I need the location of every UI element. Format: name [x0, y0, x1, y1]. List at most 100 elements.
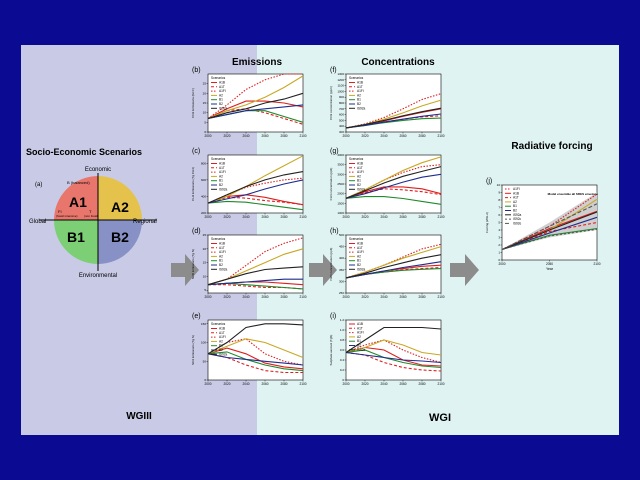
x-tick-label: 2060: [399, 295, 406, 299]
x-tick-label: 2060: [261, 382, 268, 386]
arrow-to-concentrations: [309, 254, 337, 286]
economic-label: Economic: [85, 167, 111, 173]
legend-label-a1t: A1T: [357, 326, 363, 330]
series-line-is92c: [501, 228, 598, 251]
x-tick-label: 2020: [223, 382, 230, 386]
y-tick-label: 600: [201, 178, 206, 182]
y-axis-label: N2O concentration (ppb): [329, 248, 333, 281]
wgiii-label: WGIII: [126, 411, 152, 422]
y-tick-label: 1.0: [340, 328, 345, 332]
plot-area: [345, 154, 442, 214]
series-line-is92e: [501, 203, 598, 250]
legend-label-a1fi: A1FI: [357, 250, 364, 254]
y-tick-label: 350: [339, 268, 344, 272]
x-tick-label: 2080: [418, 382, 425, 386]
y-tick-label: 10: [497, 183, 501, 187]
y-tick-label: 400: [201, 194, 206, 198]
legend-label-a1fi: A1FI: [357, 89, 364, 93]
envelope-annotation: Model ensemble all SRES envelope: [548, 192, 599, 196]
series-line-b2: [345, 173, 442, 199]
x-tick-label: 2040: [242, 382, 249, 386]
series-line-a1t: [208, 284, 304, 290]
series-line-b2: [207, 278, 303, 286]
legend-label-b2: B2: [357, 263, 361, 267]
legend-label-a1fi: A1FI: [219, 89, 226, 93]
legend-label-b2: B2: [219, 183, 223, 187]
legend-label-b1: B1: [219, 344, 223, 348]
series-line-is92a: [207, 171, 304, 204]
series-line-a2: [207, 75, 304, 120]
legend-label-is92a: IS92a: [219, 187, 228, 191]
x-tick-label: 2000: [204, 215, 211, 219]
y-tick-label: 10: [203, 274, 207, 278]
y-tick-label: 1.2: [340, 318, 345, 322]
wgi-label: WGI: [429, 412, 451, 424]
y-tick-label: 0: [204, 130, 206, 134]
legend-label-is92c: IS92c: [513, 217, 522, 221]
series-line-is92a: [345, 254, 442, 279]
legend-label-a1fi: A1FI: [219, 250, 226, 254]
y-tick-label: 500: [339, 118, 344, 122]
series-line-b2: [207, 179, 304, 204]
x-tick-label: 2000: [498, 262, 505, 266]
x-tick-label: 2100: [593, 262, 600, 266]
panel-letter: (g): [330, 148, 339, 155]
legend-title: Scenarios: [211, 157, 226, 161]
legend-title: Scenarios: [211, 76, 226, 80]
legend-label-a2: A2: [357, 254, 361, 258]
x-tick-label: 2040: [242, 134, 249, 138]
x-tick-label: 2000: [342, 382, 349, 386]
legend-label-a1fi: A1FI: [219, 335, 226, 339]
y-tick-label: 1: [498, 251, 500, 255]
chart-d: (d) N2O Emissions (Tg N) 5 10 15 20 25 2000 2020…: [191, 228, 307, 299]
legend-label-a1t: A1T: [357, 246, 363, 250]
series-line-b2: [345, 113, 442, 129]
a2-label: A2: [111, 199, 129, 215]
legend-label-a1t: A1T: [219, 331, 225, 335]
a1-label: A1: [69, 194, 87, 210]
legend-label-b1: B1: [357, 98, 361, 102]
y-tick-label: 0: [498, 258, 500, 262]
a1-sub-fi: FI: [58, 209, 62, 214]
series-line-is92a: [345, 326, 442, 353]
panel-letter: (f): [330, 67, 337, 74]
y-tick-label: 1000: [337, 211, 344, 215]
legend-label-is92a: IS92a: [357, 106, 366, 110]
concentrations-heading: Concentrations: [361, 57, 435, 68]
x-tick-label: 2100: [437, 134, 444, 138]
regional-label: Regional: [133, 219, 157, 225]
series-line-a2: [207, 338, 304, 359]
y-tick-label: 800: [201, 161, 206, 165]
y-tick-label: 6: [498, 213, 500, 217]
x-tick-label: 2080: [418, 215, 425, 219]
x-tick-label: 2080: [280, 382, 287, 386]
series-line-b1: [207, 200, 304, 211]
x-tick-label: 2000: [342, 215, 349, 219]
x-tick-label: 2060: [399, 134, 406, 138]
x-tick-label: 2100: [437, 295, 444, 299]
a1-sub-nonfossil: (non fossil): [84, 214, 99, 218]
y-tick-label: 8: [498, 198, 500, 202]
plot-area: [207, 319, 304, 381]
x-tick-label: 2080: [280, 134, 287, 138]
x-tick-label: 2060: [399, 215, 406, 219]
chart-j: (j) Forcing (Wm-2) 0 1 2 3 4 5 6 7 8 9 10 2000 2050 210…: [485, 178, 601, 271]
chart-g: (g) CH4 concentration (ppb) 1000 1500 2000 25…: [329, 148, 445, 219]
legend-label-is92a: IS92a: [219, 352, 228, 356]
y-tick-label: 15: [203, 261, 207, 265]
legend-label-b1: B1: [219, 259, 223, 263]
quadrant-diagram: (a) A1 A2 B1 B2 Economic Environmental G…: [29, 167, 157, 279]
y-tick-label: 9: [498, 191, 500, 195]
x-tick-label: 2040: [242, 215, 249, 219]
y-axis-label: CH4 concentration (ppb): [329, 168, 333, 201]
y-tick-label: 1100: [338, 84, 345, 88]
x-tick-label: 2020: [361, 382, 368, 386]
y-tick-label: 500: [339, 233, 344, 237]
panel-letter: (b): [192, 67, 201, 74]
legend-label-a1b: A1B: [219, 327, 225, 331]
y-tick-label: 15: [203, 101, 207, 105]
y-axis-label: Sulphate aerosol (TgS): [329, 335, 333, 366]
b2-label: B2: [111, 229, 129, 245]
y-tick-label: 20: [203, 91, 207, 95]
